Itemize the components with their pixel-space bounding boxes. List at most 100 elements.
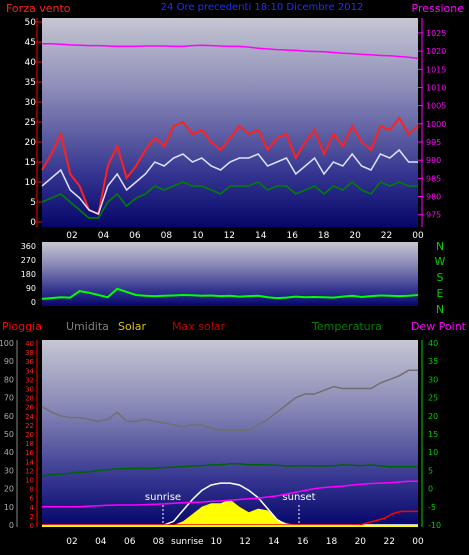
wind-y-tick-35: 35 bbox=[25, 78, 36, 88]
wind-series-gust bbox=[41, 116, 419, 216]
temperature-y-tick-5: 5 bbox=[428, 466, 433, 475]
wind-chart-title: Forza vento bbox=[6, 2, 71, 15]
legend-humidity: Umidita bbox=[66, 320, 109, 333]
sunrise-label: sunrise bbox=[145, 492, 181, 503]
wind-y-tick-10: 10 bbox=[25, 178, 37, 188]
humidity-y-tick-90: 90 bbox=[4, 357, 14, 366]
pressure-y-tick-1025: 1025 bbox=[426, 29, 446, 38]
humidity-y-tick-100: 100 bbox=[0, 339, 14, 348]
rain-y-tick-26: 26 bbox=[25, 404, 34, 412]
rain-y-tick-16: 16 bbox=[25, 449, 34, 457]
wind-plot-area bbox=[42, 18, 418, 227]
wind-series-pressure bbox=[42, 43, 419, 60]
period-title: 24 Ore precedenti 18:10 Dicembre 2012 bbox=[161, 2, 364, 13]
direction-y-tick-360: 360 bbox=[21, 242, 36, 251]
pressure-y-tick-990: 990 bbox=[426, 156, 441, 165]
climate-x-tick-08: 08 bbox=[153, 537, 165, 547]
wind-y-tick-30: 30 bbox=[25, 98, 37, 108]
rain-y-tick-22: 22 bbox=[25, 422, 34, 430]
wind-x-tick-10: 10 bbox=[192, 231, 204, 241]
wind-x-tick-22: 22 bbox=[381, 231, 392, 241]
direction-label-s: S bbox=[437, 271, 444, 284]
pressure-y-tick-1005: 1005 bbox=[426, 102, 446, 111]
temperature-y-tick-0: 0 bbox=[428, 485, 433, 494]
rain-y-tick-6: 6 bbox=[30, 495, 35, 503]
rain-y-tick-28: 28 bbox=[25, 395, 34, 403]
rain-y-tick-20: 20 bbox=[25, 431, 34, 439]
wind-x-tick-02: 02 bbox=[66, 231, 77, 241]
climate-x-tick-16: 16 bbox=[297, 537, 309, 547]
wind-x-tick-14: 14 bbox=[255, 231, 267, 241]
pressure-y-tick-975: 975 bbox=[426, 211, 441, 220]
wind-y-tick-50: 50 bbox=[25, 18, 37, 28]
humidity-y-tick-0: 0 bbox=[9, 521, 14, 530]
rain-y-tick-40: 40 bbox=[25, 340, 34, 348]
direction-y-tick-270: 270 bbox=[21, 256, 36, 265]
temperature-y-tick--5: -5 bbox=[428, 503, 436, 512]
climate-x-tick-22: 22 bbox=[383, 537, 394, 547]
direction-label-w: W bbox=[435, 255, 446, 268]
rain-y-tick-10: 10 bbox=[25, 477, 34, 485]
direction-y-tick-90: 90 bbox=[26, 284, 36, 293]
temperature-y-tick-15: 15 bbox=[428, 430, 438, 439]
climate-plot-area bbox=[42, 340, 418, 527]
pressure-chart-title: Pressione bbox=[412, 2, 465, 15]
humidity-y-tick-60: 60 bbox=[4, 412, 14, 421]
temperature-y-tick-35: 35 bbox=[428, 357, 438, 366]
climate-x-tick-02: 02 bbox=[66, 537, 77, 547]
wind-x-tick-16: 16 bbox=[286, 231, 298, 241]
rain-y-tick-14: 14 bbox=[25, 458, 34, 466]
climate-series-temperatura bbox=[41, 463, 418, 477]
legend-dew-point: Dew Point bbox=[411, 320, 467, 333]
pressure-y-tick-1015: 1015 bbox=[426, 65, 446, 74]
rain-y-tick-36: 36 bbox=[25, 358, 34, 366]
pressure-y-tick-1000: 1000 bbox=[426, 120, 446, 129]
climate-x-tick-20: 20 bbox=[355, 537, 367, 547]
wind-x-tick-20: 20 bbox=[349, 231, 361, 241]
direction-y-tick-0: 0 bbox=[31, 298, 36, 307]
wind-x-tick-00: 00 bbox=[412, 231, 424, 241]
wind-y-tick-5: 5 bbox=[30, 198, 36, 208]
climate-x-tick-sunrise: sunrise bbox=[171, 537, 204, 547]
climate-x-tick-12: 12 bbox=[239, 537, 250, 547]
rain-y-tick-24: 24 bbox=[25, 413, 34, 421]
direction-y-tick-180: 180 bbox=[21, 270, 36, 279]
wind-y-tick-25: 25 bbox=[25, 118, 36, 128]
climate-series-solar bbox=[42, 499, 418, 525]
pressure-y-tick-980: 980 bbox=[426, 193, 441, 202]
humidity-y-tick-80: 80 bbox=[4, 375, 14, 384]
legend-max-solar: Max solar bbox=[172, 320, 225, 333]
sunset-label: sunset bbox=[282, 492, 315, 503]
humidity-y-tick-30: 30 bbox=[4, 466, 14, 475]
rain-y-tick-2: 2 bbox=[30, 513, 34, 521]
temperature-y-tick-20: 20 bbox=[428, 412, 438, 421]
climate-x-tick-10: 10 bbox=[210, 537, 222, 547]
humidity-y-tick-40: 40 bbox=[4, 448, 14, 457]
temperature-y-tick-10: 10 bbox=[428, 448, 438, 457]
temperature-y-tick-40: 40 bbox=[428, 339, 438, 348]
legend-solar: Solar bbox=[118, 320, 147, 333]
pressure-y-tick-1020: 1020 bbox=[426, 47, 446, 56]
wind-x-tick-12: 12 bbox=[224, 231, 235, 241]
temperature-y-tick--10: -10 bbox=[428, 521, 441, 530]
temperature-y-tick-25: 25 bbox=[428, 394, 438, 403]
wind-y-tick-15: 15 bbox=[25, 158, 36, 168]
rain-y-tick-30: 30 bbox=[25, 386, 34, 394]
climate-x-tick-14: 14 bbox=[268, 537, 280, 547]
rain-y-tick-18: 18 bbox=[25, 440, 34, 448]
wind-y-tick-0: 0 bbox=[30, 218, 36, 228]
climate-x-tick-04: 04 bbox=[95, 537, 107, 547]
climate-x-tick-00: 00 bbox=[412, 537, 424, 547]
temperature-y-tick-30: 30 bbox=[428, 375, 438, 384]
rain-y-tick-4: 4 bbox=[30, 504, 35, 512]
rain-y-tick-38: 38 bbox=[25, 349, 34, 357]
wind-x-tick-06: 06 bbox=[129, 231, 141, 241]
direction-label-e: E bbox=[437, 287, 444, 300]
legend-temperature: Temperatura bbox=[311, 320, 382, 333]
rain-y-tick-34: 34 bbox=[25, 367, 34, 375]
wind-x-tick-04: 04 bbox=[98, 231, 110, 241]
wind-x-tick-18: 18 bbox=[318, 231, 330, 241]
wind-series-average bbox=[41, 148, 418, 216]
pressure-y-tick-995: 995 bbox=[426, 138, 441, 147]
